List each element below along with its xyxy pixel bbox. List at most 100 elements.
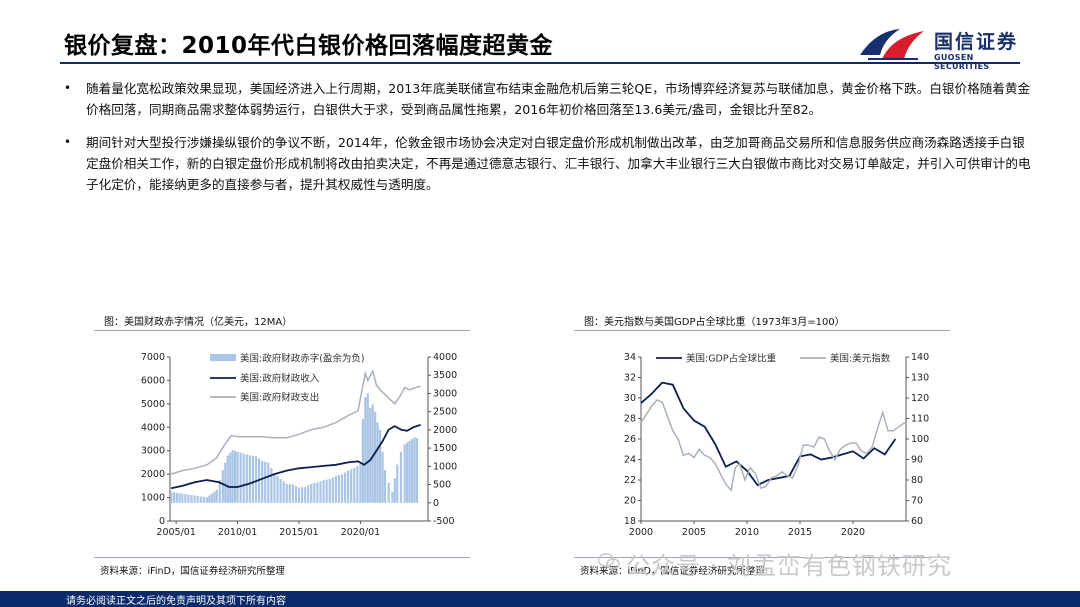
x-tick-label: 2015 [788, 527, 812, 538]
y-left-tick-label: 28 [624, 414, 636, 425]
footer-bar: 请务必阅读正文之后的免责声明及其项下所有内容 [0, 591, 1080, 607]
deficit-bar [267, 462, 270, 503]
deficit-bar [234, 450, 237, 503]
y-left-tick-label: 3000 [141, 446, 165, 457]
deficit-bar [184, 494, 187, 503]
y-left-tick-label: 22 [624, 475, 636, 486]
deficit-bar [236, 451, 239, 503]
y-right-tick-label: 60 [911, 516, 923, 527]
y-right-tick-label: 130 [911, 373, 929, 384]
deficit-bar [178, 493, 181, 503]
y-right-tick-label: 1000 [433, 461, 457, 472]
deficit-bar [224, 462, 227, 503]
x-tick-label: 2005 [682, 527, 706, 538]
y-right-tick-label: 70 [911, 496, 923, 507]
title-divider [60, 62, 1020, 64]
deficit-bar [410, 439, 414, 503]
right-chart-caption: 图：美元指数与美国GDP占全球比重（1973年3月=100） [584, 317, 845, 328]
deficit-bar [347, 470, 350, 503]
deficit-bar [199, 496, 202, 503]
deficit-bar [328, 479, 331, 503]
deficit-bar [374, 411, 377, 503]
deficit-bar [406, 442, 409, 503]
deficit-bar [399, 451, 403, 503]
right-chart-caption-rule [574, 330, 950, 331]
y-left-tick-label: 4000 [141, 422, 165, 433]
legend-label: 美国:政府财政支出 [240, 392, 319, 404]
deficit-bar [307, 485, 310, 503]
y-right-tick-label: 90 [911, 455, 923, 466]
left-chart-source: 资料来源：iFinD，国信证券经济研究所整理 [100, 566, 285, 577]
y-right-tick-label: 3000 [433, 388, 457, 399]
deficit-bar [294, 486, 298, 503]
deficit-bar [288, 484, 291, 503]
deficit-bar [229, 452, 232, 503]
right-chart: 18 20 22 24 26 28 30 32 34 60 70 80 90 100 110 120 130 14… [624, 352, 929, 538]
deficit-bar [187, 494, 190, 503]
bullet-item: • 随着量化宽松政策效果显现，美国经济进入上行周期，2013年底美联储宣布结束金融… [62, 78, 1032, 120]
y-right-tick-label: 0 [433, 498, 439, 509]
deficit-bar [181, 493, 184, 503]
deficit-bar [218, 480, 221, 503]
y-right-tick-label: 110 [911, 414, 929, 425]
y-right-tick-label: 4000 [433, 352, 457, 363]
deficit-bar [279, 479, 282, 503]
deficit-bar [196, 495, 199, 503]
deficit-bar [371, 404, 374, 503]
deficit-bar [261, 460, 264, 503]
deficit-bar [408, 440, 411, 503]
y-right-tick-label: 120 [911, 393, 929, 404]
left-chart-caption-rule [94, 330, 470, 331]
left-chart-source-rule [94, 557, 470, 558]
deficit-bar [316, 482, 319, 503]
y-right-tick-label: 3500 [433, 370, 457, 381]
y-left-tick-label: 32 [624, 373, 636, 384]
legend-label: 美国:GDP占全球比重 [686, 353, 777, 365]
deficit-bar [396, 464, 399, 503]
deficit-bar [319, 481, 322, 503]
deficit-bar [343, 472, 347, 503]
wechat-icon [598, 553, 620, 570]
deficit-bar [322, 480, 325, 503]
y-left-tick-label: 5000 [141, 399, 165, 410]
deficit-bar [248, 455, 251, 503]
deficit-bar [356, 466, 359, 503]
deficit-bar [353, 467, 356, 503]
deficit-bar [270, 468, 273, 503]
legend-label: 美国:政府财政收入 [240, 373, 320, 385]
deficit-bar [239, 452, 242, 503]
deficit-bar [383, 469, 387, 503]
deficit-bar [378, 429, 382, 503]
deficit-bar [193, 495, 196, 503]
deficit-bar [276, 476, 279, 503]
deficit-bar [361, 418, 364, 503]
deficit-bar [359, 464, 362, 503]
deficit-bar [285, 483, 288, 503]
series-line [640, 381, 897, 487]
watermark: 公众号 · 刘孟峦有色钢铁研究 [626, 552, 952, 580]
x-tick-label: 2010 [735, 527, 759, 538]
deficit-bar [175, 492, 178, 503]
deficit-bar [381, 451, 384, 503]
guosen-logo: 国信证券 GUOSEN SECURITIES [858, 25, 1028, 71]
x-tick-label: 2005/01 [156, 527, 195, 538]
y-right-tick-label: 500 [433, 480, 451, 491]
deficit-bar [208, 495, 211, 503]
deficit-bar [340, 474, 344, 503]
deficit-bar [297, 487, 301, 503]
y-right-tick-label: 2500 [433, 407, 457, 418]
y-right-tick-label: 2000 [433, 425, 457, 436]
deficit-bar [403, 444, 406, 503]
deficit-bar [310, 483, 313, 503]
deficit-bar [273, 473, 276, 503]
series-line [640, 399, 906, 492]
page-title: 银价复盘：2010年代白银价格回落幅度超黄金 [64, 33, 554, 59]
deficit-bar [202, 496, 205, 503]
deficit-bar [300, 487, 304, 503]
x-tick-label: 2020 [841, 527, 865, 538]
deficit-bar [205, 497, 208, 503]
bullet-item: • 期间针对大型投行涉嫌操纵银价的争议不断，2014年，伦敦金银市场协会决定对白银… [62, 132, 1032, 195]
y-left-tick-label: 30 [624, 393, 636, 404]
deficit-bar [350, 469, 353, 503]
left-chart-caption: 图：美国财政赤字情况（亿美元，12MA） [104, 317, 293, 328]
